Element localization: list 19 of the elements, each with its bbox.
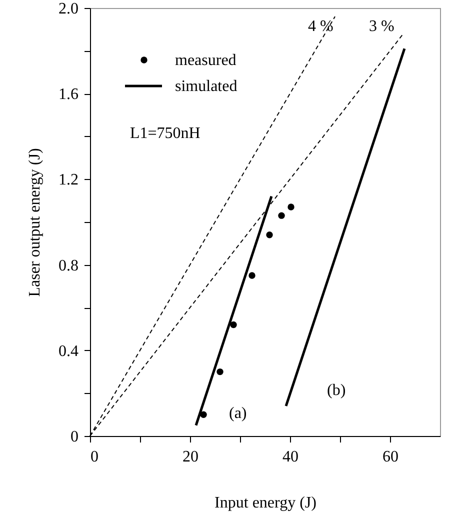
- annotation: 4 %: [308, 18, 334, 35]
- y-axis-title: Laser output energy (J): [26, 148, 44, 297]
- annotation: L1=750nH: [130, 125, 201, 142]
- legend-label: simulated: [175, 78, 238, 95]
- x-tick-label: 40: [282, 448, 298, 466]
- x-tick-label: 60: [382, 448, 398, 466]
- y-tick-label: 0.8: [58, 257, 78, 274]
- y-tick-label: 1.6: [58, 86, 78, 104]
- y-tick-label: 2.0: [58, 0, 78, 18]
- legend-label: measured: [175, 52, 236, 69]
- annotation: (a): [229, 405, 247, 422]
- y-tick-label: 1.2: [58, 172, 78, 189]
- annotation: (b): [327, 382, 346, 399]
- annotation: 3 %: [369, 18, 394, 35]
- y-tick-label: 0.4: [58, 342, 78, 360]
- x-tick-label: 0: [90, 448, 98, 466]
- x-tick-label: 20: [182, 448, 198, 466]
- x-axis-title: Input energy (J): [214, 494, 316, 512]
- y-tick-label: 0: [70, 428, 78, 446]
